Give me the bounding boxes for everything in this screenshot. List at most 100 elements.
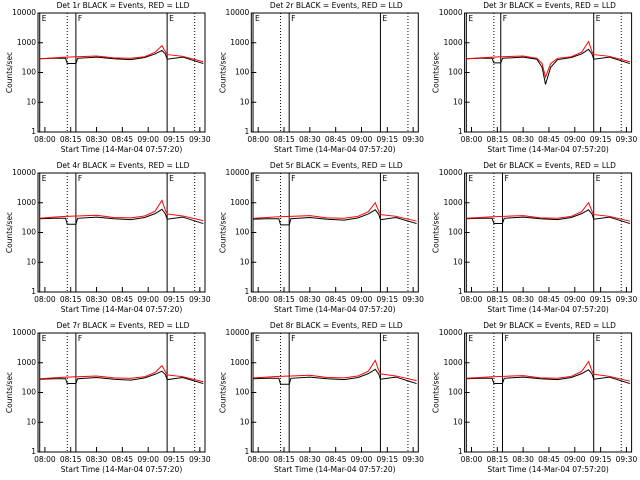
y-axis-title: Counts/sec: [5, 52, 14, 93]
x-tick-label: 08:45: [325, 135, 347, 144]
event-label: F: [504, 334, 508, 343]
event-label: E: [382, 14, 387, 23]
x-tick-label: 09:00: [351, 135, 373, 144]
y-tick-label: 10: [26, 417, 36, 426]
y-tick-label: 1000: [444, 198, 463, 207]
x-tick-label: 08:30: [512, 135, 534, 144]
y-axis-title: Counts/sec: [5, 372, 14, 413]
x-tick-label: 09:15: [590, 135, 612, 144]
y-tick-label: 1: [245, 287, 250, 296]
x-axis-title: Start Time (14-Mar-04 07:57:20): [274, 145, 396, 154]
y-axis-title: Counts/sec: [432, 212, 441, 253]
x-tick-label: 08:00: [461, 455, 483, 464]
y-tick-label: 10000: [225, 328, 249, 337]
y-tick-label: 10: [453, 257, 463, 266]
panel: Det 5r BLACK = Events, RED = LLD Counts/s…: [218, 161, 424, 314]
x-tick-label: 09:00: [137, 455, 159, 464]
y-axis-title: Counts/sec: [218, 372, 227, 413]
y-tick-label: 10: [240, 257, 250, 266]
x-tick-label: 09:15: [590, 455, 612, 464]
x-tick-label: 09:30: [189, 455, 211, 464]
y-tick-label: 10000: [439, 8, 463, 17]
panel: Det 4r BLACK = Events, RED = LLD Counts/s…: [5, 161, 211, 314]
x-axis-title: Start Time (14-Mar-04 07:57:20): [274, 465, 396, 474]
event-label: E: [255, 334, 260, 343]
panel: Det 1r BLACK = Events, RED = LLD Counts/s…: [5, 1, 211, 154]
event-label: E: [596, 174, 601, 183]
panel: Det 2r BLACK = Events, RED = LLD Counts/s…: [218, 1, 424, 154]
y-tick-label: 10000: [439, 328, 463, 337]
x-tick-label: 08:45: [325, 455, 347, 464]
x-tick-label: 08:00: [461, 135, 483, 144]
chart-title: Det 3r BLACK = Events, RED = LLD: [483, 1, 616, 10]
y-tick-label: 1000: [230, 198, 249, 207]
x-tick-label: 09:30: [402, 295, 424, 304]
plot-frame: [250, 332, 419, 453]
chart-title: Det 7r BLACK = Events, RED = LLD: [57, 321, 190, 330]
event-label: F: [291, 174, 295, 183]
event-label: E: [255, 174, 260, 183]
chart-title: Det 9r BLACK = Events, RED = LLD: [483, 321, 616, 330]
x-axis-title: Start Time (14-Mar-04 07:57:20): [487, 465, 609, 474]
event-label: E: [169, 174, 174, 183]
x-tick-label: 09:30: [616, 295, 638, 304]
x-axis-title: Start Time (14-Mar-04 07:57:20): [274, 305, 396, 314]
panel: Det 6r BLACK = Events, RED = LLD Counts/s…: [432, 161, 638, 314]
y-tick-label: 10000: [225, 168, 249, 177]
data-line: [39, 364, 204, 383]
y-tick-label: 100: [448, 68, 463, 77]
x-tick-label: 08:00: [34, 295, 56, 304]
plot-frame: [37, 12, 206, 133]
y-tick-label: 10: [240, 97, 250, 106]
data-line: [252, 359, 417, 382]
y-tick-label: 10000: [12, 328, 36, 337]
y-tick-label: 1000: [17, 358, 36, 367]
y-tick-label: 10000: [225, 8, 249, 17]
x-tick-label: 08:30: [299, 455, 321, 464]
chart-title: Det 4r BLACK = Events, RED = LLD: [57, 161, 190, 170]
event-label: E: [596, 14, 601, 23]
data-line: [466, 360, 630, 382]
y-tick-label: 1000: [230, 38, 249, 47]
x-tick-label: 09:15: [376, 135, 398, 144]
plot-frame: [464, 12, 633, 133]
x-tick-label: 09:15: [163, 295, 185, 304]
x-tick-label: 08:30: [512, 295, 534, 304]
x-tick-label: 09:00: [137, 295, 159, 304]
y-tick-label: 10: [453, 97, 463, 106]
y-axis-title: Counts/sec: [5, 212, 14, 253]
event-label: E: [169, 334, 174, 343]
y-axis-title: Counts/sec: [432, 52, 441, 93]
event-label: F: [78, 174, 82, 183]
y-tick-label: 100: [235, 68, 250, 77]
x-tick-label: 09:30: [402, 135, 424, 144]
x-tick-label: 08:30: [86, 135, 108, 144]
x-tick-label: 08:15: [273, 455, 295, 464]
y-tick-label: 1: [245, 127, 250, 136]
event-label: E: [382, 334, 387, 343]
x-tick-label: 09:30: [616, 135, 638, 144]
y-tick-label: 10000: [12, 168, 36, 177]
y-tick-label: 10000: [439, 168, 463, 177]
event-label: E: [42, 174, 47, 183]
y-axis-title: Counts/sec: [218, 52, 227, 93]
x-axis-title: Start Time (14-Mar-04 07:57:20): [61, 145, 183, 154]
x-tick-label: 08:00: [247, 295, 269, 304]
x-tick-label: 08:45: [112, 455, 134, 464]
x-tick-label: 09:00: [137, 135, 159, 144]
data-line: [466, 369, 631, 385]
chart-title: Det 8r BLACK = Events, RED = LLD: [270, 321, 403, 330]
x-tick-label: 08:30: [299, 135, 321, 144]
x-axis-title: Start Time (14-Mar-04 07:57:20): [61, 465, 183, 474]
data-line: [252, 201, 417, 222]
x-axis-title: Start Time (14-Mar-04 07:57:20): [487, 145, 609, 154]
x-tick-label: 08:45: [538, 455, 560, 464]
plot-frame: [250, 12, 419, 133]
chart-title: Det 6r BLACK = Events, RED = LLD: [483, 161, 616, 170]
x-tick-label: 08:15: [486, 455, 508, 464]
event-label: F: [291, 334, 295, 343]
x-axis-title: Start Time (14-Mar-04 07:57:20): [61, 305, 183, 314]
x-tick-label: 09:30: [616, 455, 638, 464]
y-axis-title: Counts/sec: [432, 372, 441, 413]
y-tick-label: 100: [22, 388, 37, 397]
